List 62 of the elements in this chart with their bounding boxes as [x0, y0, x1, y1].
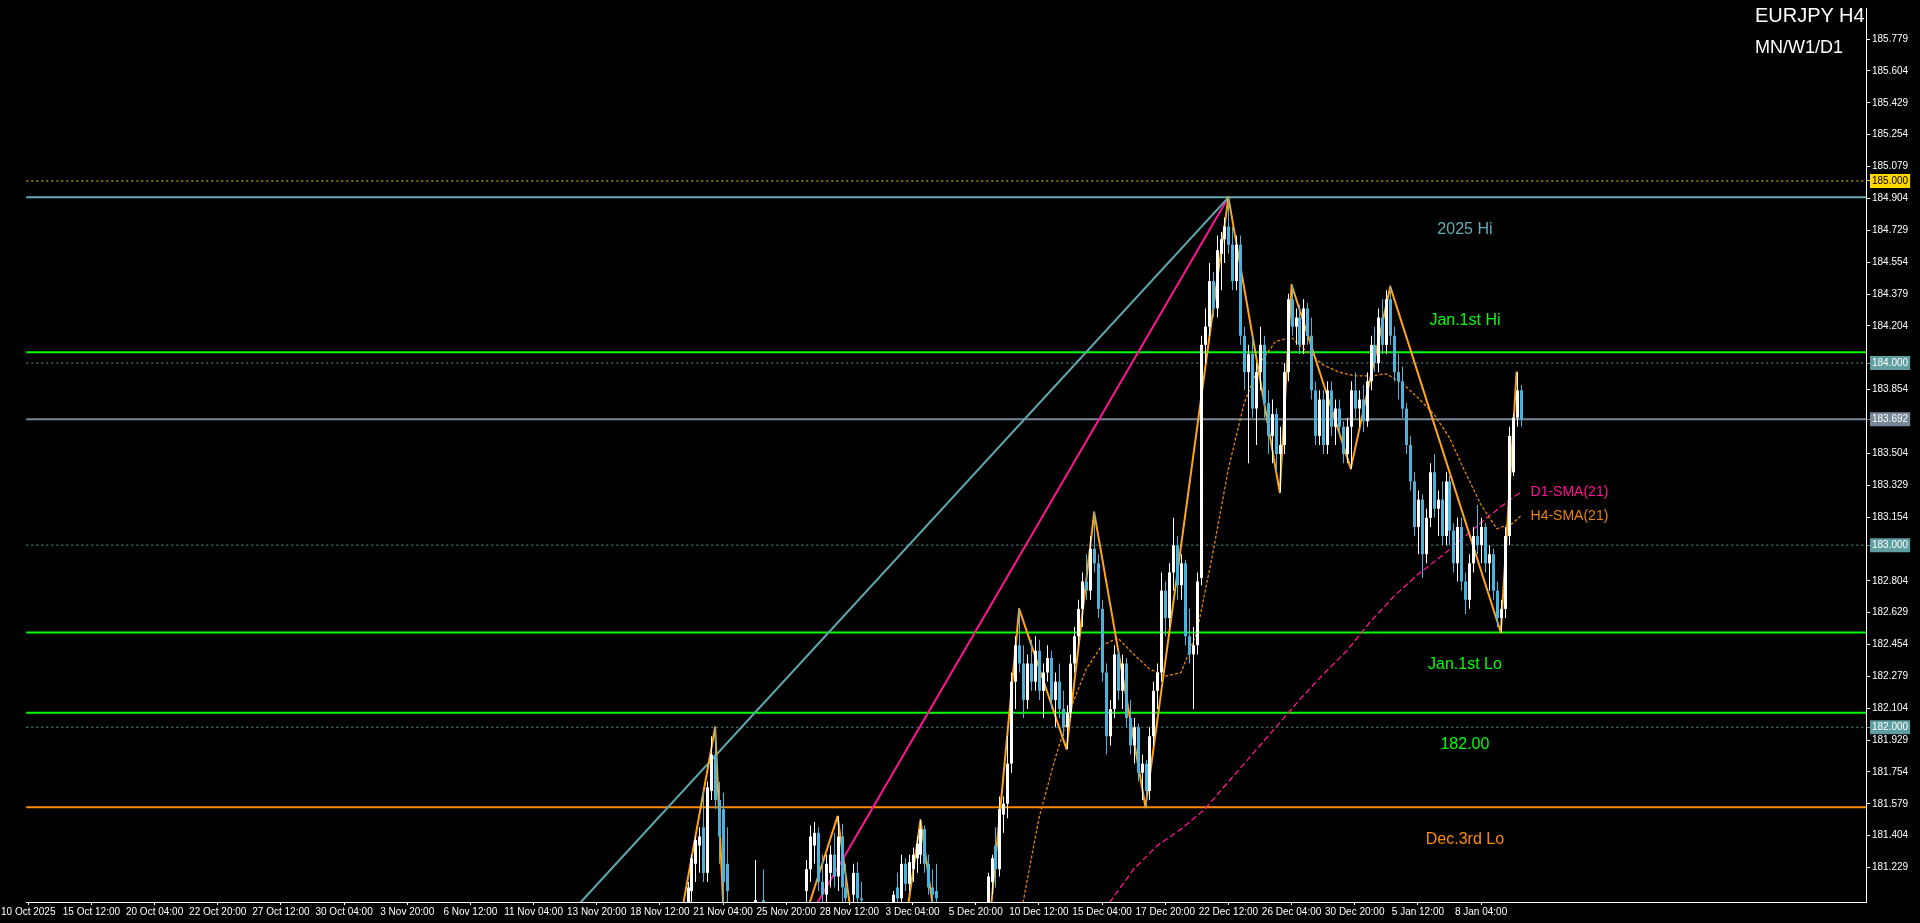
x-tick-label: 17 Dec 20:00: [1135, 905, 1196, 917]
series-label: D1-SMA(21): [1530, 483, 1609, 500]
y-tick-label: 182.279: [1872, 670, 1909, 682]
x-tick-label: 10 Oct 2025: [1, 905, 56, 917]
y-tick-label: 182.104: [1872, 702, 1909, 714]
y-tick-label: 183.854: [1872, 383, 1909, 395]
x-tick-label: 5 Jan 12:00: [1391, 905, 1445, 917]
y-tick-label: 184.000: [1872, 356, 1909, 368]
x-tick-label: 30 Oct 04:00: [315, 905, 374, 917]
y-tick-label: 185.779: [1872, 32, 1909, 44]
x-tick-label: 13 Nov 20:00: [566, 905, 627, 917]
x-tick-label: 3 Nov 20:00: [380, 905, 435, 917]
y-tick-label: 181.579: [1872, 797, 1909, 809]
x-tick-label: 22 Oct 20:00: [189, 905, 247, 917]
x-tick-label: 3 Dec 04:00: [885, 905, 940, 917]
y-tick-label: 185.079: [1872, 160, 1909, 172]
y-tick-label: 184.379: [1872, 287, 1909, 299]
y-tick-label: 182.629: [1872, 606, 1909, 618]
chart-title: EURJPY H4: [1755, 4, 1865, 26]
x-tick-label: 6 Nov 12:00: [443, 905, 498, 917]
y-tick-label: 184.904: [1872, 192, 1909, 204]
y-tick-label: 184.204: [1872, 319, 1909, 331]
y-tick-label: 185.000: [1872, 174, 1909, 186]
y-tick-label: 182.454: [1872, 638, 1909, 650]
annotation: 182.00: [1440, 735, 1490, 753]
y-tick-label: 184.554: [1872, 255, 1909, 267]
x-tick-label: 8 Jan 04:00: [1454, 905, 1508, 917]
ref-line-label: Jan.1st Lo: [1428, 654, 1502, 672]
x-tick-label: 25 Nov 20:00: [756, 905, 817, 917]
y-tick-label: 183.329: [1872, 478, 1909, 490]
ref-line-label: Jan.1st Hi: [1429, 310, 1501, 328]
y-tick-label: 183.692: [1872, 412, 1909, 424]
ref-line-label: 2025 Hi: [1437, 219, 1493, 237]
text: MN/W1/D1: [1755, 37, 1844, 57]
x-tick-label: 28 Nov 12:00: [819, 905, 880, 917]
y-tick-label: 183.000: [1872, 538, 1909, 550]
y-tick-label: 183.504: [1872, 447, 1909, 459]
y-tick-label: 181.754: [1872, 765, 1909, 777]
x-tick-label: 5 Dec 20:00: [948, 905, 1004, 917]
y-tick-label: 181.404: [1872, 829, 1909, 841]
y-tick-label: 184.729: [1872, 224, 1909, 236]
series-label: H4-SMA(21): [1530, 506, 1609, 523]
x-tick-label: 10 Dec 12:00: [1009, 905, 1070, 917]
x-tick-label: 22 Dec 12:00: [1198, 905, 1259, 917]
x-tick-label: 11 Nov 04:00: [504, 905, 564, 917]
y-tick-label: 185.254: [1872, 128, 1909, 140]
x-tick-label: 26 Dec 04:00: [1261, 905, 1322, 917]
x-tick-label: 21 Nov 04:00: [693, 905, 754, 917]
y-tick-label: 181.929: [1872, 733, 1909, 745]
y-tick-label: 185.429: [1872, 96, 1909, 108]
ref-line-label: Dec.3rd Lo: [1425, 829, 1505, 847]
x-tick-label: 15 Oct 12:00: [62, 905, 121, 917]
x-tick-label: 30 Dec 20:00: [1324, 905, 1385, 917]
x-tick-label: 15 Dec 04:00: [1072, 905, 1133, 917]
x-tick-label: 20 Oct 04:00: [125, 905, 184, 917]
y-tick-label: 183.154: [1872, 510, 1909, 522]
x-tick-label: 18 Nov 12:00: [630, 905, 691, 917]
y-tick-label: 182.000: [1872, 720, 1909, 732]
x-tick-label: 27 Oct 12:00: [252, 905, 310, 917]
y-tick-label: 182.804: [1872, 574, 1909, 586]
y-tick-label: 181.229: [1872, 861, 1909, 873]
y-tick-label: 185.604: [1872, 64, 1909, 76]
